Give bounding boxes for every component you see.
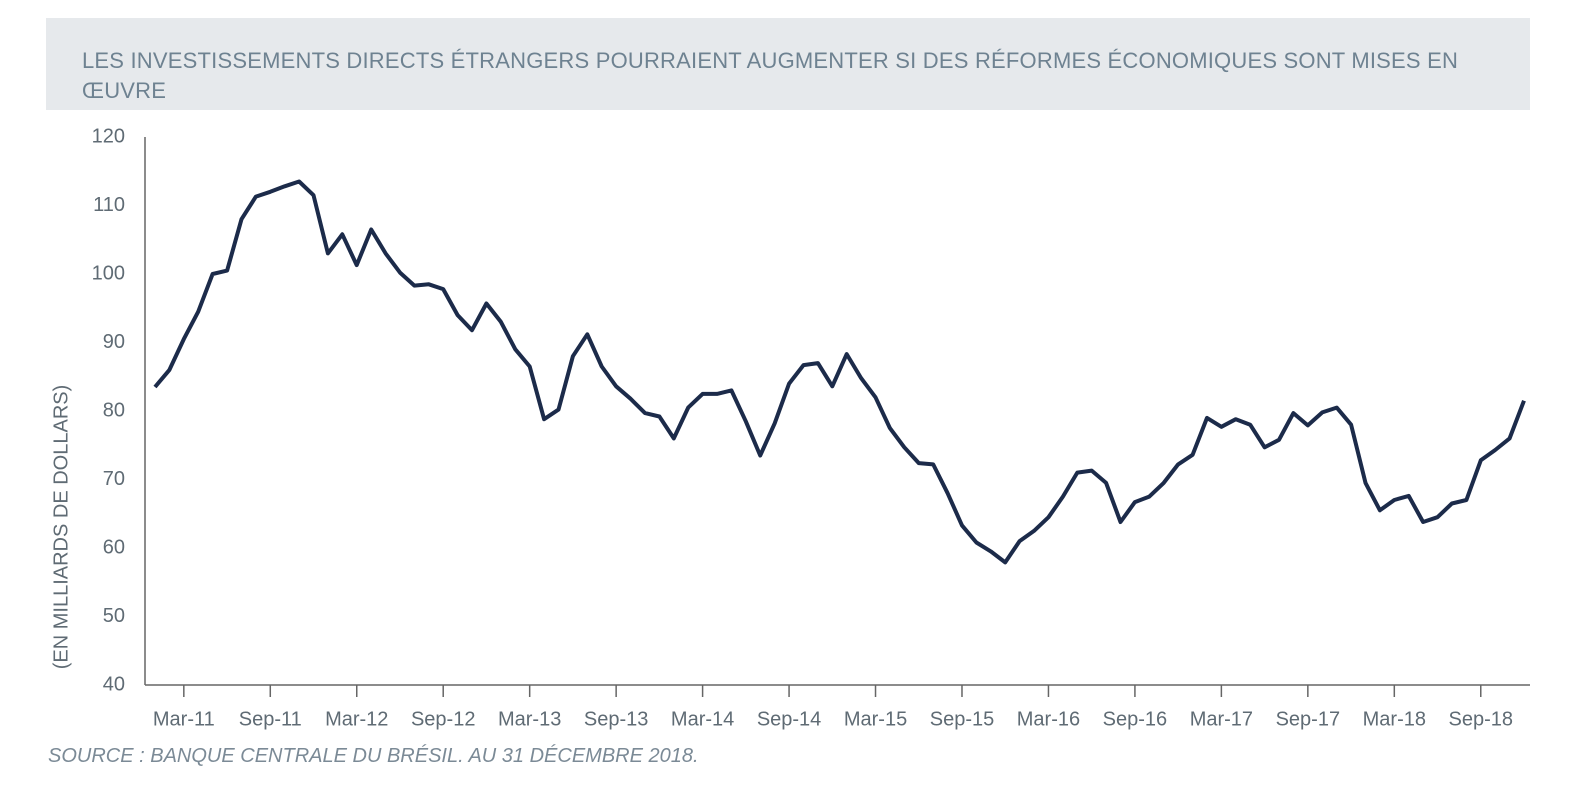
data-line [153,179,1526,565]
y-tick-label: 120 [92,125,125,147]
x-tick-label: Sep-15 [930,708,995,730]
x-tick-label: Sep-14 [757,708,822,730]
x-tick-label: Mar-14 [671,708,734,730]
x-tick-label: Sep-12 [411,708,476,730]
x-tick-label: Sep-16 [1103,708,1168,730]
x-tick-label: Mar-18 [1363,708,1426,730]
x-tick-label: Mar-17 [1190,708,1253,730]
source-note: SOURCE : BANQUE CENTRALE DU BRÉSIL. AU 3… [48,745,699,767]
x-tick-label: Mar-16 [1017,708,1080,730]
y-tick-label: 70 [103,468,125,490]
x-tick-label: Sep-13 [584,708,649,730]
y-tick-label: 110 [93,194,125,216]
y-tick-label: 80 [103,399,125,421]
y-tick-label: 40 [103,673,125,695]
x-tick-label: Mar-15 [844,708,907,730]
y-tick-label: 50 [103,605,125,627]
x-tick-label: Sep-17 [1276,708,1341,730]
x-tick-label: Mar-11 [153,708,215,730]
x-tick-label: Sep-18 [1449,708,1514,730]
y-tick-label: 60 [103,536,125,558]
y-tick-label: 100 [92,262,125,284]
x-tick-label: Mar-12 [325,708,388,730]
x-tick-label: Mar-13 [498,708,561,730]
chart-title: LES INVESTISSEMENTS DIRECTS ÉTRANGERS PO… [82,48,1459,103]
y-tick-label: 90 [103,331,125,353]
x-tick-label: Sep-11 [239,708,302,730]
y-axis-label: (EN MILLIARDS DE DOLLARS) [50,385,72,670]
title-band [46,18,1530,110]
